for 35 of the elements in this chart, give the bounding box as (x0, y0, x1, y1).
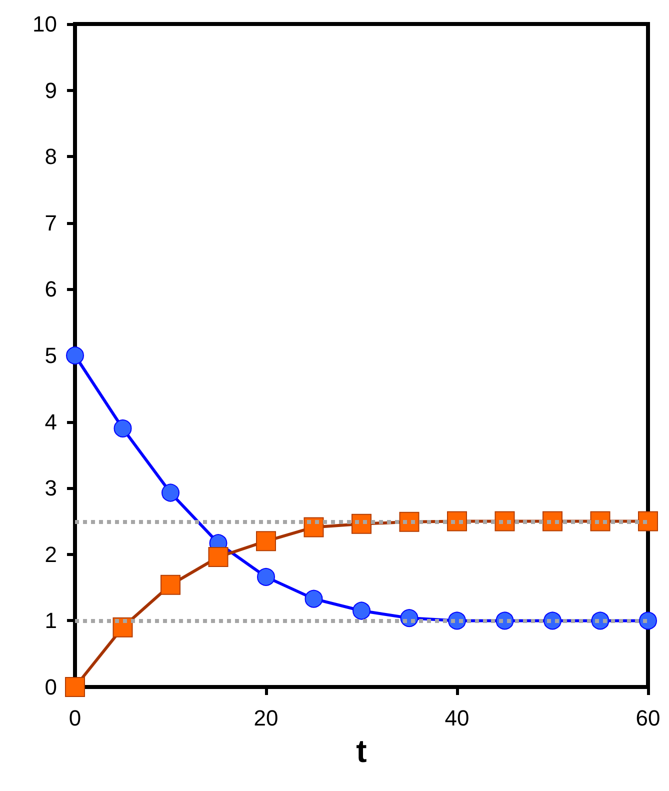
point (66, 346, 84, 364)
point (162, 484, 180, 502)
point (352, 602, 370, 620)
y-tick-label: 8 (44, 144, 57, 170)
point (160, 574, 180, 595)
point (208, 547, 228, 568)
point (304, 590, 323, 608)
y-tick-label: 6 (44, 276, 57, 302)
point (114, 419, 132, 438)
y-tick-label: 2 (44, 542, 57, 567)
y-tick-label: 5 (44, 343, 57, 368)
point (304, 517, 324, 538)
point (542, 511, 562, 532)
point (257, 568, 275, 586)
y-tick-label: 9 (44, 78, 57, 103)
x-tick-label: 0 (68, 706, 82, 730)
y-tick-label: 1 (44, 608, 57, 634)
point (638, 511, 658, 532)
x-tick-label: 40 (444, 706, 470, 730)
y-tick-label: 3 (44, 476, 57, 501)
point (256, 531, 276, 552)
y-tick-label: 10 (32, 12, 57, 36)
point (447, 511, 467, 532)
point (399, 512, 420, 532)
point (352, 514, 372, 534)
point (65, 677, 85, 697)
x-tick-label: 20 (254, 706, 278, 730)
x-axis-title: t (356, 733, 368, 769)
point (494, 511, 515, 532)
x-tick-label: 60 (636, 706, 660, 730)
y-tick-label: 7 (44, 210, 57, 236)
point (590, 511, 610, 532)
y-tick-label: 4 (44, 409, 57, 434)
point (639, 612, 657, 630)
y-tick-label: 0 (44, 674, 57, 700)
